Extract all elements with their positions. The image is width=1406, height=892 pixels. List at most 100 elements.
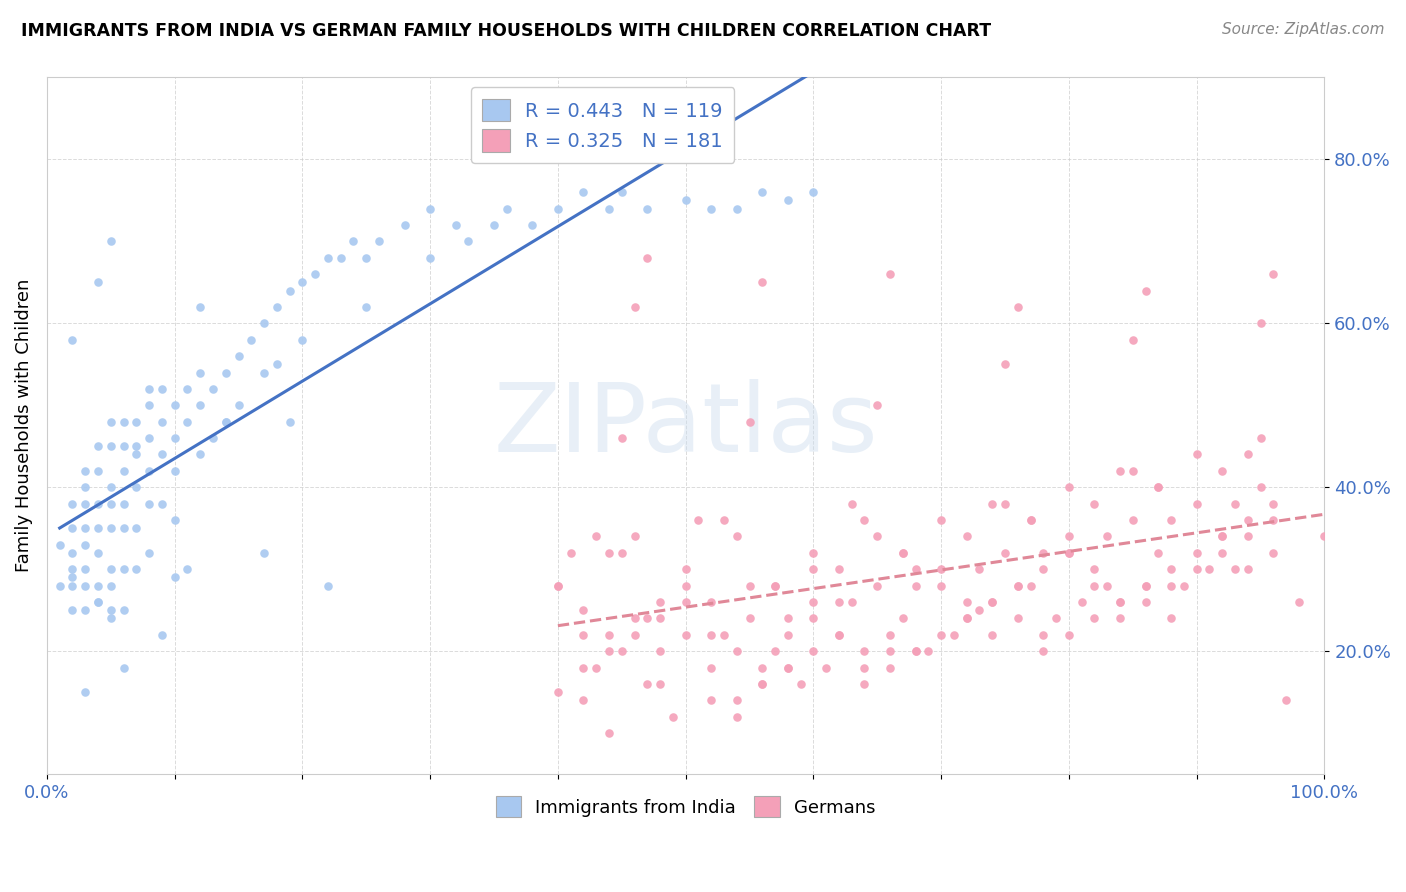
Point: [62, 497, 84, 511]
Point: [547, 579, 569, 593]
Point: [572, 628, 595, 642]
Point: [776, 628, 799, 642]
Point: [188, 366, 211, 380]
Point: [1007, 579, 1029, 593]
Point: [75, 521, 97, 535]
Point: [1147, 480, 1170, 494]
Point: [201, 382, 224, 396]
Point: [1007, 611, 1029, 625]
Point: [188, 398, 211, 412]
Point: [100, 235, 122, 249]
Point: [163, 431, 186, 445]
Point: [700, 660, 723, 674]
Point: [100, 562, 122, 576]
Point: [1313, 529, 1336, 543]
Point: [572, 693, 595, 707]
Point: [1122, 464, 1144, 478]
Point: [763, 579, 786, 593]
Point: [803, 595, 825, 609]
Point: [713, 628, 735, 642]
Point: [547, 685, 569, 699]
Point: [751, 185, 773, 199]
Point: [75, 685, 97, 699]
Point: [803, 611, 825, 625]
Point: [138, 464, 160, 478]
Point: [1236, 447, 1258, 461]
Point: [495, 202, 517, 216]
Point: [1135, 284, 1157, 298]
Point: [547, 202, 569, 216]
Point: [1070, 595, 1092, 609]
Point: [75, 579, 97, 593]
Point: [291, 333, 314, 347]
Point: [904, 644, 927, 658]
Point: [904, 644, 927, 658]
Point: [100, 497, 122, 511]
Point: [112, 521, 135, 535]
Point: [879, 267, 901, 281]
Point: [48, 538, 70, 552]
Point: [700, 202, 723, 216]
Point: [675, 628, 697, 642]
Point: [648, 677, 671, 691]
Point: [150, 382, 173, 396]
Point: [700, 628, 723, 642]
Point: [610, 644, 633, 658]
Point: [112, 439, 135, 453]
Point: [1097, 579, 1119, 593]
Point: [1185, 546, 1208, 560]
Point: [62, 570, 84, 584]
Point: [675, 579, 697, 593]
Point: [87, 595, 110, 609]
Point: [1057, 628, 1080, 642]
Point: [87, 579, 110, 593]
Point: [1057, 546, 1080, 560]
Point: [803, 562, 825, 576]
Point: [547, 579, 569, 593]
Point: [572, 185, 595, 199]
Point: [444, 218, 467, 232]
Point: [419, 202, 441, 216]
Point: [853, 660, 876, 674]
Point: [725, 710, 748, 724]
Point: [1057, 546, 1080, 560]
Point: [356, 300, 378, 314]
Point: [688, 513, 710, 527]
Point: [100, 603, 122, 617]
Point: [623, 611, 645, 625]
Point: [675, 562, 697, 576]
Point: [100, 611, 122, 625]
Point: [1160, 562, 1182, 576]
Point: [176, 415, 198, 429]
Point: [75, 562, 97, 576]
Point: [1109, 595, 1132, 609]
Point: [163, 513, 186, 527]
Point: [763, 644, 786, 658]
Point: [751, 677, 773, 691]
Point: [1122, 333, 1144, 347]
Point: [150, 497, 173, 511]
Point: [1185, 497, 1208, 511]
Point: [1160, 513, 1182, 527]
Point: [815, 660, 838, 674]
Point: [112, 415, 135, 429]
Point: [891, 546, 914, 560]
Point: [112, 562, 135, 576]
Point: [112, 497, 135, 511]
Point: [610, 546, 633, 560]
Point: [891, 546, 914, 560]
Point: [994, 497, 1017, 511]
Point: [751, 276, 773, 290]
Point: [713, 513, 735, 527]
Legend: Immigrants from India, Germans: Immigrants from India, Germans: [488, 789, 883, 824]
Point: [188, 300, 211, 314]
Point: [112, 660, 135, 674]
Point: [994, 357, 1017, 371]
Point: [1263, 513, 1285, 527]
Point: [1032, 628, 1054, 642]
Point: [738, 579, 761, 593]
Point: [1250, 431, 1272, 445]
Point: [751, 660, 773, 674]
Point: [648, 644, 671, 658]
Point: [100, 579, 122, 593]
